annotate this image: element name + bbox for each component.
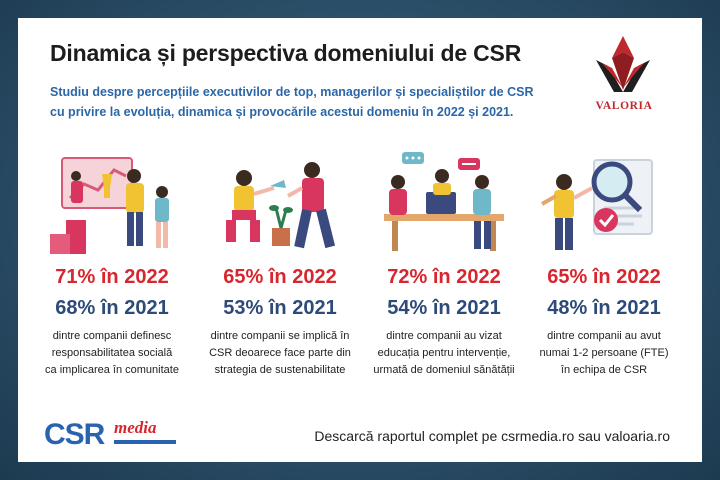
stat-2022: 65% în 2022 <box>223 266 337 288</box>
desc-line: dintre companii definesc <box>52 330 172 342</box>
desc-line: ca implicarea în comunitate <box>45 364 179 376</box>
infographic-card: Dinamica și perspectiva domeniului de CS… <box>18 18 702 462</box>
desc-line: educația pentru intervenție, <box>377 347 511 359</box>
stat-description: dintre companii au vizat educația pentru… <box>364 328 524 379</box>
csrmedia-logo-main: CSR <box>44 418 105 451</box>
people-at-desk-chatting-illustration <box>384 152 504 251</box>
stat-2022: 65% în 2022 <box>547 266 661 288</box>
valoria-logo <box>596 36 650 92</box>
desc-line: CSR deoarece face parte din <box>209 347 351 359</box>
stat-description: dintre companii definesc responsabilitat… <box>32 328 192 379</box>
desc-line: dintre companii au vizat <box>386 330 502 342</box>
people-watering-plant-illustration <box>226 162 336 249</box>
csrmedia-logo-sub: media <box>114 418 157 437</box>
stat-2021: 53% în 2021 <box>223 297 337 319</box>
download-note: Descarcă raportul complet pe csrmedia.ro… <box>314 428 670 444</box>
stat-2022: 72% în 2022 <box>387 266 501 288</box>
stat-description: dintre companii au avut numai 1-2 persoa… <box>524 328 684 379</box>
stat-column-2: 65% în 2022 53% în 2021 dintre companii … <box>200 148 360 379</box>
desc-line: responsabilitatea socială <box>51 347 173 359</box>
desc-line: dintre companii se implică în <box>210 330 350 342</box>
valoria-logo-text: VALORIA <box>595 100 653 112</box>
stat-column-3: 72% în 2022 54% în 2021 dintre companii … <box>364 148 524 379</box>
stat-column-4: 65% în 2022 48% în 2021 dintre companii … <box>524 148 684 379</box>
stat-2021: 48% în 2021 <box>547 297 661 319</box>
team-trophy-chart-illustration <box>50 157 169 254</box>
page-title: Dinamica și perspectiva domeniului de CS… <box>50 40 522 66</box>
desc-line: în echipa de CSR <box>560 364 648 376</box>
desc-line: numai 1-2 persoane (FTE) <box>539 347 669 359</box>
subtitle-line-2: cu privire la evoluția, dinamica și prov… <box>50 105 514 119</box>
stat-description: dintre companii se implică în CSR deoare… <box>200 328 360 379</box>
page-subtitle: Studiu despre percepțiile executivilor d… <box>50 82 570 122</box>
stat-2022: 71% în 2022 <box>55 266 169 288</box>
stat-2021: 68% în 2021 <box>55 297 169 319</box>
desc-line: dintre companii au avut <box>547 330 661 342</box>
desc-line: strategia de sustenabilitate <box>214 364 346 376</box>
stat-column-1: 71% în 2022 68% în 2021 dintre companii … <box>32 148 192 379</box>
desc-line: urmată de domeniul sănătății <box>373 364 515 376</box>
stat-2021: 54% în 2021 <box>387 297 501 319</box>
csrmedia-logo-bar <box>114 440 176 444</box>
subtitle-line-1: Studiu despre percepțiile executivilor d… <box>50 85 534 99</box>
magnifier-document-illustration <box>541 159 653 250</box>
